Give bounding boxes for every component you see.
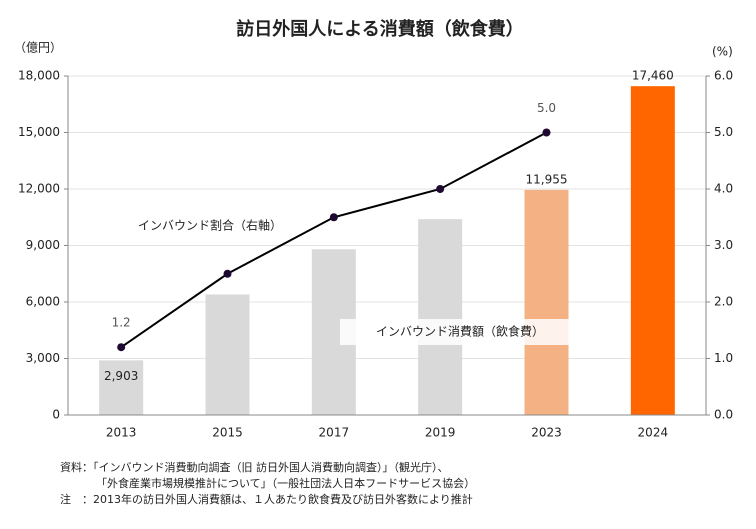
y2-tick-label: 3.0	[714, 238, 733, 252]
line-value-label: 1.2	[112, 316, 131, 330]
bar	[630, 86, 675, 416]
y2-tick-label: 4.0	[714, 182, 733, 196]
y2-tick-label: 1.0	[714, 351, 733, 365]
note: 資料：「インバウンド消費動向調査（旧 訪日外国人消費動向調査）」（観光庁）、	[60, 460, 449, 474]
chart-title: 訪日外国人による消費額（飲食費）	[236, 18, 523, 40]
x-tick-label: 2013	[106, 426, 137, 440]
series-label-bg	[340, 319, 572, 345]
y-tick-label: 12,000	[18, 182, 60, 196]
x-tick-label: 2015	[212, 426, 243, 440]
y-tick-label: 15,000	[18, 125, 60, 139]
bar-value-label: 17,460	[632, 69, 674, 83]
x-tick-label: 2024	[638, 426, 669, 440]
line-marker	[542, 128, 551, 137]
note: 注 ：2013年の訪日外国人消費額は、１人あたり飲食費及び訪日外客数により推計	[60, 492, 473, 506]
x-tick-label: 2017	[319, 426, 350, 440]
x-tick-label: 2023	[531, 426, 562, 440]
x-tick-label: 2019	[425, 426, 456, 440]
y2-tick-label: 6.0	[714, 69, 733, 83]
y-tick-label: 6,000	[26, 295, 60, 309]
y-tick-label: 0	[52, 408, 60, 422]
y2-axis-unit: (%)	[712, 45, 733, 59]
bar	[524, 189, 569, 415]
y2-tick-label: 0.0	[714, 408, 733, 422]
series-label: インバウンド消費額（飲食費）	[376, 324, 544, 339]
bar-value-label: 11,955	[526, 172, 568, 186]
line-marker	[329, 213, 338, 222]
bar	[205, 294, 250, 415]
line-marker	[223, 269, 232, 278]
bar-value-label: 2,903	[104, 369, 138, 383]
line-marker	[117, 343, 126, 352]
y-tick-label: 9,000	[26, 238, 60, 252]
y-axis-unit: （億円）	[14, 41, 62, 55]
series-label: インバウンド割合（右軸）	[138, 218, 282, 233]
y2-tick-label: 5.0	[714, 125, 733, 139]
y-tick-label: 18,000	[18, 69, 60, 83]
bar	[99, 360, 144, 415]
line-marker	[436, 185, 445, 193]
bar	[418, 219, 463, 415]
y-tick-label: 3,000	[26, 351, 60, 365]
note: 「外食産業市場規模推計について」（一般社団法人日本フードサービス協会）	[96, 476, 475, 490]
y2-tick-label: 2.0	[714, 295, 733, 309]
line-value-label: 5.0	[537, 101, 556, 115]
